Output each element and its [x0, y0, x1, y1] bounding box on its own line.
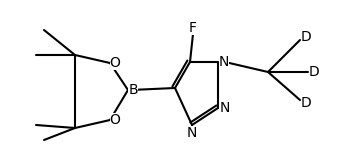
Text: D: D: [301, 30, 311, 44]
Text: N: N: [187, 126, 197, 140]
Text: O: O: [110, 113, 120, 127]
Text: O: O: [110, 56, 120, 70]
Text: D: D: [301, 96, 311, 110]
Text: D: D: [308, 65, 320, 79]
Text: N: N: [219, 55, 229, 69]
Text: F: F: [189, 21, 197, 35]
Text: B: B: [128, 83, 138, 97]
Text: N: N: [220, 101, 230, 115]
